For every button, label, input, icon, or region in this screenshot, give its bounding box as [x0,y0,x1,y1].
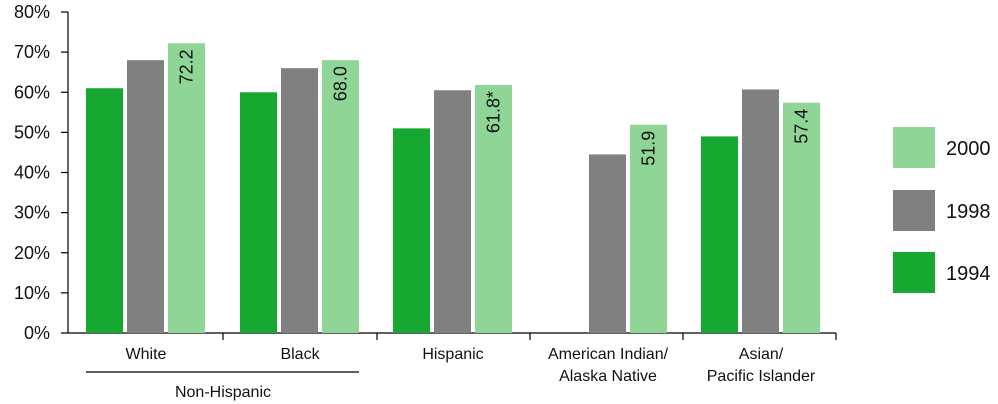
category-label-line: Hispanic [422,346,483,363]
bar-2000-4[interactable] [630,124,667,333]
group-label: Non-Hispanic [175,384,271,401]
legend-label-1994: 1994 [946,263,991,285]
category-label: Black [280,346,320,363]
bar-1998-3[interactable] [434,90,471,334]
category-label: American Indian/Alaska Native [548,346,669,385]
legend-swatch-1994[interactable] [893,252,935,293]
category-label: Asian/Pacific Islander [707,346,816,385]
y-tick-label: 10% [14,283,50,303]
data-label: 57.4 [792,109,812,144]
legend-swatch-2000[interactable] [893,127,935,168]
y-tick-label: 0% [24,323,50,343]
data-label: 68.0 [331,66,351,101]
category-label: Hispanic [422,346,483,363]
category-label: White [126,346,167,363]
bar-1994-3[interactable] [393,128,430,333]
data-label: 61.8* [484,91,504,133]
y-tick-label: 40% [14,163,50,183]
legend-label-2000: 2000 [946,138,991,160]
data-label: 51.9 [639,131,659,166]
category-label-line: Pacific Islander [707,368,816,385]
bar-2000-3[interactable] [475,85,512,333]
category-label-line: Asian/ [739,346,784,363]
y-tick-label: 30% [14,203,50,223]
y-tick-label: 60% [14,82,50,102]
legend-label-1998: 1998 [946,201,991,223]
bar-2000-2[interactable] [322,60,359,334]
bar-1998-2[interactable] [281,68,318,334]
category-label-line: White [126,346,167,363]
bar-1994-1[interactable] [86,88,123,333]
y-tick-label: 20% [14,243,50,263]
data-label: 72.2 [177,49,197,84]
category-label-line: Alaska Native [559,368,657,385]
y-tick-label: 50% [14,122,50,142]
y-tick-label: 80% [14,2,50,22]
category-label-line: American Indian/ [548,346,669,363]
bar-2000-1[interactable] [168,43,205,334]
y-tick-label: 70% [14,42,50,62]
bar-1998-4[interactable] [589,154,626,333]
category-label-line: Black [280,346,320,363]
bar-2000-5[interactable] [783,102,820,334]
bar-1994-2[interactable] [240,92,277,333]
legend-swatch-1998[interactable] [893,190,935,231]
bar-1998-5[interactable] [742,89,779,333]
bar-1998-1[interactable] [127,60,164,334]
bar-1994-5[interactable] [701,136,738,333]
